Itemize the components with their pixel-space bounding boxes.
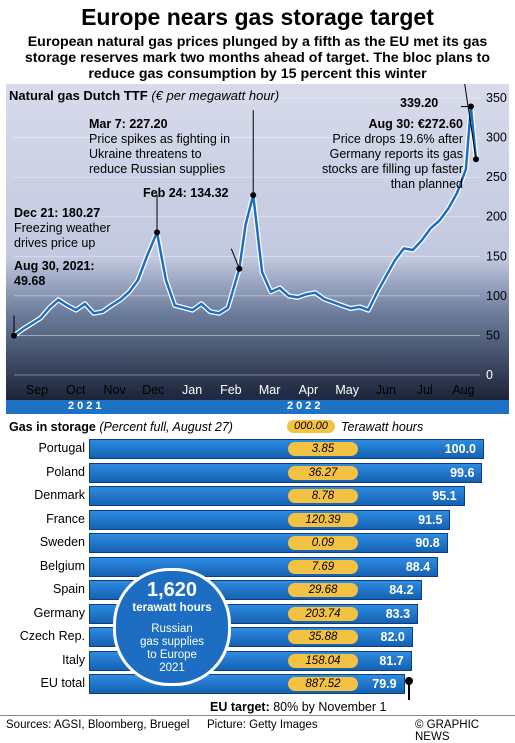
footer-copyright: © GRAPHIC NEWS bbox=[415, 719, 480, 743]
callout-value: 1,620 bbox=[146, 579, 198, 601]
footer-divider bbox=[0, 715, 515, 716]
bar-category-label: Spain bbox=[53, 582, 85, 596]
y-tick-label: 0 bbox=[486, 368, 493, 382]
x-tick-label: Mar bbox=[259, 383, 281, 397]
twh-value-pill: 3.85 bbox=[288, 442, 358, 456]
annotation-peak: 339.20 bbox=[400, 96, 439, 110]
twh-value-pill: 158.04 bbox=[288, 653, 358, 668]
x-tick-label: Aug bbox=[452, 383, 474, 397]
footer-picture-credit: Picture: Getty Images bbox=[207, 719, 318, 731]
y-tick-label: 300 bbox=[486, 131, 507, 145]
callout-unit: terawatt hours bbox=[132, 602, 212, 614]
data-point-marker bbox=[250, 192, 257, 199]
storage-bar bbox=[89, 439, 484, 459]
y-tick-label: 50 bbox=[486, 328, 500, 342]
data-point-marker bbox=[236, 265, 243, 272]
x-tick-label: Nov bbox=[103, 383, 126, 397]
twh-value-pill: 7.69 bbox=[288, 559, 358, 574]
callout-text: Russian gas supplies to Europe 2021 bbox=[140, 623, 204, 674]
percent-full-label: 79.9 bbox=[372, 677, 397, 691]
x-tick-label: Sep bbox=[26, 383, 48, 397]
twh-value-pill: 29.68 bbox=[288, 583, 358, 597]
percent-full-label: 91.5 bbox=[418, 512, 443, 527]
storage-bar bbox=[89, 462, 483, 483]
y-tick-label: 150 bbox=[486, 249, 507, 263]
data-point-marker bbox=[467, 103, 474, 110]
data-point-marker bbox=[154, 229, 161, 236]
x-tick-label: May bbox=[335, 383, 359, 397]
storage-chart-title: Gas in storage (Percent full, August 27) bbox=[9, 420, 233, 434]
x-tick-label: Dec bbox=[142, 383, 164, 397]
y-tick-label: 250 bbox=[486, 170, 507, 184]
annotation-aug30-2021: Aug 30, 2021: 49.68 bbox=[14, 259, 95, 288]
percent-full-label: 99.6 bbox=[450, 465, 475, 480]
x-tick-label: Apr bbox=[299, 383, 318, 397]
twh-value-pill: 887.52 bbox=[288, 677, 358, 691]
bar-category-label: Germany bbox=[33, 605, 85, 620]
annotation-aug30-2022: Aug 30: €272.60 Price drops 19.6% after G… bbox=[321, 117, 463, 191]
x-tick-label: Jul bbox=[417, 383, 433, 397]
year-label-2022: 2022 bbox=[287, 400, 324, 412]
percent-full-label: 84.2 bbox=[389, 583, 414, 597]
y-tick-label: 350 bbox=[486, 91, 507, 105]
percent-full-label: 83.3 bbox=[385, 606, 411, 621]
percent-full-label: 88.4 bbox=[405, 559, 431, 574]
burner-flame-decoration bbox=[31, 324, 491, 400]
eu-target-marker bbox=[408, 680, 410, 700]
annotation-leader bbox=[464, 84, 477, 160]
bar-category-label: Denmark bbox=[34, 488, 85, 502]
x-tick-label: Jun bbox=[376, 383, 396, 397]
russian-supply-callout: 1,620 terawatt hours Russian gas supplie… bbox=[113, 568, 231, 686]
price-line-chart: 0 50 100 150 200 250 300 350 Sep Oct Nov Dec Jan Feb M… bbox=[11, 84, 507, 397]
y-tick-label: 200 bbox=[486, 210, 507, 224]
percent-full-label: 81.7 bbox=[379, 653, 404, 668]
percent-full-label: 95.1 bbox=[432, 489, 457, 503]
twh-value-pill: 0.09 bbox=[288, 536, 358, 550]
eu-target-label: EU target: 80% by November 1 bbox=[210, 700, 387, 714]
page-title: Europe nears gas storage target bbox=[81, 4, 434, 30]
year-bar bbox=[6, 400, 509, 414]
bar-category-label: Portugal bbox=[38, 441, 85, 455]
annotation-dec21: Dec 21: 180.27 Freezing weather drives pr… bbox=[14, 206, 111, 250]
chart-title: Natural gas Dutch TTF (€ per megawatt ho… bbox=[9, 88, 280, 103]
twh-value-pill: 8.78 bbox=[288, 489, 358, 503]
twh-value-pill: 35.88 bbox=[288, 630, 358, 644]
legend-twh-sample: 000.00 bbox=[287, 420, 335, 433]
x-tick-label: Jan bbox=[182, 383, 202, 397]
y-tick-label: 100 bbox=[486, 289, 507, 303]
eu-target-dot bbox=[405, 677, 413, 685]
annotation-feb24: Feb 24: 134.32 bbox=[143, 186, 229, 200]
bar-category-label: France bbox=[46, 511, 85, 526]
series-line-ttf bbox=[13, 105, 478, 337]
legend-twh-label: Terawatt hours bbox=[341, 420, 424, 434]
bar-category-label: EU total bbox=[40, 676, 85, 690]
data-point-marker bbox=[11, 332, 17, 339]
page-subtitle: European natural gas prices plunged by a… bbox=[24, 34, 491, 82]
price-chart-panel: 0 50 100 150 200 250 300 350 Sep Oct Nov Dec Jan Feb M… bbox=[6, 84, 509, 400]
x-tick-label: Oct bbox=[66, 383, 86, 397]
percent-full-label: 82.0 bbox=[380, 630, 405, 644]
storage-bar bbox=[89, 509, 451, 530]
storage-bar bbox=[89, 486, 465, 506]
year-label-2021: 2021 bbox=[68, 400, 105, 412]
percent-full-label: 90.8 bbox=[415, 536, 440, 550]
bar-category-label: Italy bbox=[62, 652, 85, 667]
bar-category-label: Poland bbox=[46, 464, 85, 479]
annotation-leader bbox=[230, 248, 240, 269]
bar-category-label: Belgium bbox=[39, 558, 85, 573]
bar-category-label: Sweden bbox=[39, 535, 85, 549]
footer-sources: Sources: AGSI, Bloomberg, Bruegel bbox=[6, 719, 190, 731]
percent-full-label: 100.0 bbox=[444, 442, 476, 456]
bar-category-label: Czech Rep. bbox=[19, 629, 85, 643]
x-tick-label: Feb bbox=[220, 383, 242, 397]
storage-bar bbox=[89, 533, 448, 553]
twh-value-pill: 120.39 bbox=[288, 512, 358, 527]
data-point-marker bbox=[473, 156, 479, 163]
twh-value-pill: 203.74 bbox=[288, 606, 358, 621]
twh-value-pill: 36.27 bbox=[288, 465, 358, 480]
annotation-mar7: Mar 7: 227.20 Price spikes as fighting in… bbox=[89, 117, 231, 176]
